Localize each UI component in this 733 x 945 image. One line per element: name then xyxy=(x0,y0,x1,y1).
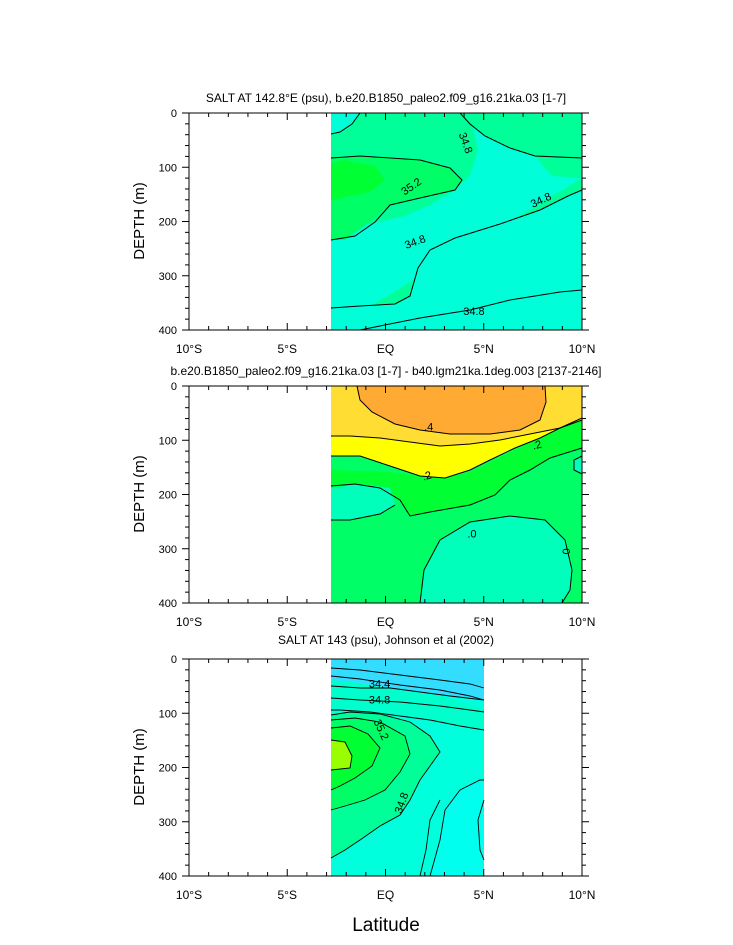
x-tick-label: 5°N xyxy=(474,888,494,902)
panel-3-field-surface xyxy=(331,659,484,700)
y-tick-label: 100 xyxy=(159,708,177,720)
panel-2-field-teal-left xyxy=(331,484,395,520)
panel-2-contours xyxy=(330,385,583,604)
x-tick-label: EQ xyxy=(377,342,394,356)
panel-2-field-green xyxy=(331,420,582,516)
x-tick-label: 5°S xyxy=(278,615,297,629)
panel-3-contours xyxy=(330,667,485,877)
y-tick-label: 200 xyxy=(159,217,177,229)
panel-2-contour-labels: .4 .2 .2 .0 0 xyxy=(421,422,571,555)
panel-3-field-deep xyxy=(430,780,484,876)
contour-label: .2 xyxy=(421,469,433,483)
x-tick-label: 5°N xyxy=(474,615,494,629)
y-tick-label: 300 xyxy=(159,817,177,829)
panel-2-fields xyxy=(331,386,582,603)
panel-2-field-teal-right xyxy=(574,456,582,474)
panel-3-field-max xyxy=(331,740,352,770)
panel-2-ticks xyxy=(182,385,589,604)
panel-3-x-ticklabels: 10°S 5°S EQ 5°N 10°N xyxy=(176,888,595,902)
panel-1-x-ticklabels: 10°S 5°S EQ 5°N 10°N xyxy=(176,342,595,356)
panel-1-field-surface-fresh xyxy=(331,113,360,134)
panel-3: SALT AT 143 (psu), Johnson et al (2002) xyxy=(131,633,595,902)
x-tick-label: EQ xyxy=(377,615,394,629)
contour-label: .4 xyxy=(424,422,433,434)
y-tick-label: 0 xyxy=(171,381,177,393)
y-tick-label: 400 xyxy=(159,871,177,883)
x-tick-label: 10°S xyxy=(176,342,202,356)
panel-1-ticks xyxy=(182,112,589,331)
y-tick-label: 300 xyxy=(159,271,177,283)
panel-3-field-upper xyxy=(331,680,484,730)
y-tick-label: 200 xyxy=(159,490,177,502)
x-tick-label: 5°N xyxy=(474,342,494,356)
panel-2-field-teal-bottom xyxy=(420,516,572,603)
contour-label: 0 xyxy=(559,548,571,554)
panel-1-field-deep xyxy=(331,190,582,330)
x-axis-label: Latitude xyxy=(352,915,420,936)
panel-3-title: SALT AT 143 (psu), Johnson et al (2002) xyxy=(278,633,494,647)
panel-1-ylabel: DEPTH (m) xyxy=(131,182,148,260)
y-tick-label: 300 xyxy=(159,544,177,556)
y-tick-label: 0 xyxy=(171,654,177,666)
panel-2-field-orange xyxy=(357,386,546,434)
panel-1-contours xyxy=(330,112,583,331)
contour-label: 34.4 xyxy=(369,678,390,690)
y-tick-label: 400 xyxy=(159,325,177,337)
panel-3-ticks xyxy=(182,658,589,877)
panel-3-ylabel: DEPTH (m) xyxy=(131,728,148,806)
x-tick-label: 10°N xyxy=(569,342,596,356)
panel-2: b.e20.B1850_paleo2.f09_g16.21ka.03 [1-7]… xyxy=(131,364,602,629)
contour-label: .2 xyxy=(531,439,543,453)
x-tick-label: 10°S xyxy=(176,888,202,902)
y-tick-label: 200 xyxy=(159,763,177,775)
panel-1-title: SALT AT 142.8°E (psu), b.e20.B1850_paleo… xyxy=(206,91,566,105)
panel-1-y-ticklabels: 0 100 200 300 400 xyxy=(159,108,177,337)
contour-label: 34.8 xyxy=(369,695,390,707)
panel-1-field-35-3 xyxy=(331,160,385,200)
x-tick-label: 10°N xyxy=(569,615,596,629)
panel-3-fields xyxy=(331,659,484,876)
panel-2-title: b.e20.B1850_paleo2.f09_g16.21ka.03 [1-7]… xyxy=(170,364,601,378)
y-tick-label: 100 xyxy=(159,435,177,447)
panel-1-fields xyxy=(331,113,582,330)
x-tick-label: 10°N xyxy=(569,888,596,902)
y-tick-label: 100 xyxy=(159,162,177,174)
contour-label: 34.8 xyxy=(463,306,484,318)
panel-1: SALT AT 142.8°E (psu), b.e20.B1850_paleo… xyxy=(131,91,595,356)
x-tick-label: 5°S xyxy=(278,342,297,356)
x-tick-label: 10°S xyxy=(176,615,202,629)
contour-label: .0 xyxy=(467,529,476,541)
x-tick-label: 5°S xyxy=(278,888,297,902)
panel-2-ylabel: DEPTH (m) xyxy=(131,455,148,533)
y-tick-label: 0 xyxy=(171,108,177,120)
x-tick-label: EQ xyxy=(377,888,394,902)
panel-3-y-ticklabels: 0 100 200 300 400 xyxy=(159,654,177,883)
y-tick-label: 400 xyxy=(159,598,177,610)
panel-2-x-ticklabels: 10°S 5°S EQ 5°N 10°N xyxy=(176,615,595,629)
panel-2-y-ticklabels: 0 100 200 300 400 xyxy=(159,381,177,610)
